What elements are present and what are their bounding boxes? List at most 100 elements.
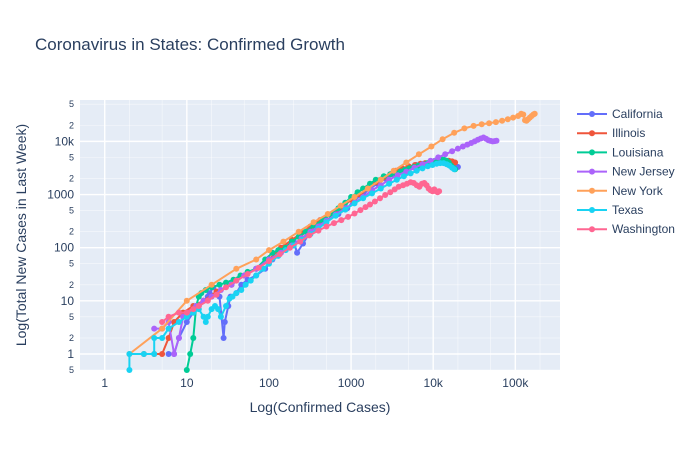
data-point: [204, 313, 211, 320]
data-point: [165, 325, 172, 332]
data-point: [323, 223, 330, 230]
y-tick-label: 100: [54, 241, 74, 255]
data-point: [435, 154, 442, 161]
data-point: [504, 116, 511, 123]
y-tick-label: 1: [67, 347, 74, 361]
data-point: [478, 121, 485, 128]
data-point: [377, 176, 384, 183]
y-minor-tick-label: 5: [69, 206, 74, 216]
x-tick-label: 10: [180, 376, 194, 390]
x-tick-label: 100k: [502, 376, 529, 390]
y-minor-tick-label: 2: [69, 174, 74, 184]
legend-item: California: [577, 107, 663, 121]
data-point: [403, 159, 410, 166]
data-point: [286, 244, 293, 251]
x-axis-title: Log(Confirmed Cases): [250, 399, 391, 415]
data-point: [499, 117, 506, 124]
legend-item: New Jersey: [577, 165, 675, 179]
data-point: [233, 290, 240, 297]
data-point: [364, 185, 371, 192]
legend-item: Illinois: [577, 126, 645, 140]
data-point: [175, 309, 182, 316]
data-point: [442, 151, 449, 158]
data-point: [323, 219, 330, 226]
data-point: [165, 313, 172, 320]
data-point: [233, 265, 240, 272]
y-minor-tick-label: 2: [69, 333, 74, 343]
data-point: [190, 306, 197, 313]
data-point: [297, 238, 304, 245]
data-point: [190, 335, 197, 341]
legend-item: Texas: [577, 203, 643, 217]
data-point: [324, 211, 331, 217]
data-point: [415, 151, 422, 158]
data-point: [159, 351, 166, 357]
data-point: [419, 165, 426, 172]
data-point: [367, 201, 373, 208]
data-point: [159, 319, 166, 325]
data-point: [253, 272, 260, 279]
data-point: [183, 367, 190, 373]
data-point: [221, 319, 228, 325]
legend-label: Texas: [612, 203, 643, 217]
y-axis-ticks: 1 10 100 1000 10k 5 2 5 2 5 2 5 2 5 2 5: [47, 99, 75, 375]
data-point: [351, 194, 358, 200]
data-point: [195, 303, 202, 309]
data-point: [247, 277, 254, 284]
data-point: [217, 313, 224, 320]
y-minor-tick-label: 2: [69, 280, 74, 290]
data-point: [238, 281, 245, 288]
data-point: [216, 281, 223, 288]
data-point: [531, 110, 538, 117]
data-point: [187, 351, 194, 357]
data-point: [377, 185, 384, 192]
data-point: [439, 136, 446, 143]
y-minor-tick-label: 5: [69, 259, 74, 269]
data-point: [449, 148, 456, 155]
data-point: [419, 161, 426, 168]
data-point: [223, 303, 229, 309]
data-point: [390, 167, 397, 174]
data-point: [183, 319, 190, 325]
data-point: [520, 111, 527, 118]
data-point: [338, 217, 345, 224]
data-point: [183, 313, 190, 320]
y-tick-label: 1000: [47, 188, 74, 202]
data-point: [233, 277, 240, 284]
data-point: [387, 189, 394, 196]
y-minor-tick-label: 5: [69, 365, 74, 375]
data-point: [151, 325, 158, 332]
data-point: [208, 281, 215, 288]
data-point: [351, 200, 358, 207]
data-point: [213, 291, 220, 298]
data-point: [223, 284, 229, 291]
data-point: [470, 122, 477, 129]
data-point: [266, 258, 272, 265]
legend-swatch-marker: [589, 226, 595, 233]
data-point: [244, 271, 251, 277]
legend-label: New Jersey: [612, 165, 675, 179]
x-tick-label: 1: [101, 376, 108, 390]
y-axis-title: Log(Total New Cases in Last Week): [13, 124, 29, 346]
data-point: [451, 129, 458, 136]
series-layer: [126, 110, 538, 373]
y-minor-tick-label: 5: [69, 99, 74, 109]
data-point: [202, 319, 209, 325]
data-point: [393, 176, 400, 183]
data-point: [345, 213, 352, 220]
legend-swatch-marker: [589, 111, 595, 117]
legend-item: New York: [577, 184, 664, 198]
data-point: [280, 238, 287, 245]
data-point: [165, 351, 172, 357]
data-point: [204, 297, 211, 304]
data-point: [428, 143, 435, 150]
data-point: [126, 367, 133, 373]
data-point: [151, 351, 158, 357]
y-minor-tick-label: 2: [69, 227, 74, 237]
data-point: [315, 227, 322, 234]
data-point: [492, 119, 499, 126]
x-axis-ticks: 1 10 100 1000 10k 100k: [101, 376, 529, 390]
y-minor-tick-label: 5: [69, 152, 74, 162]
